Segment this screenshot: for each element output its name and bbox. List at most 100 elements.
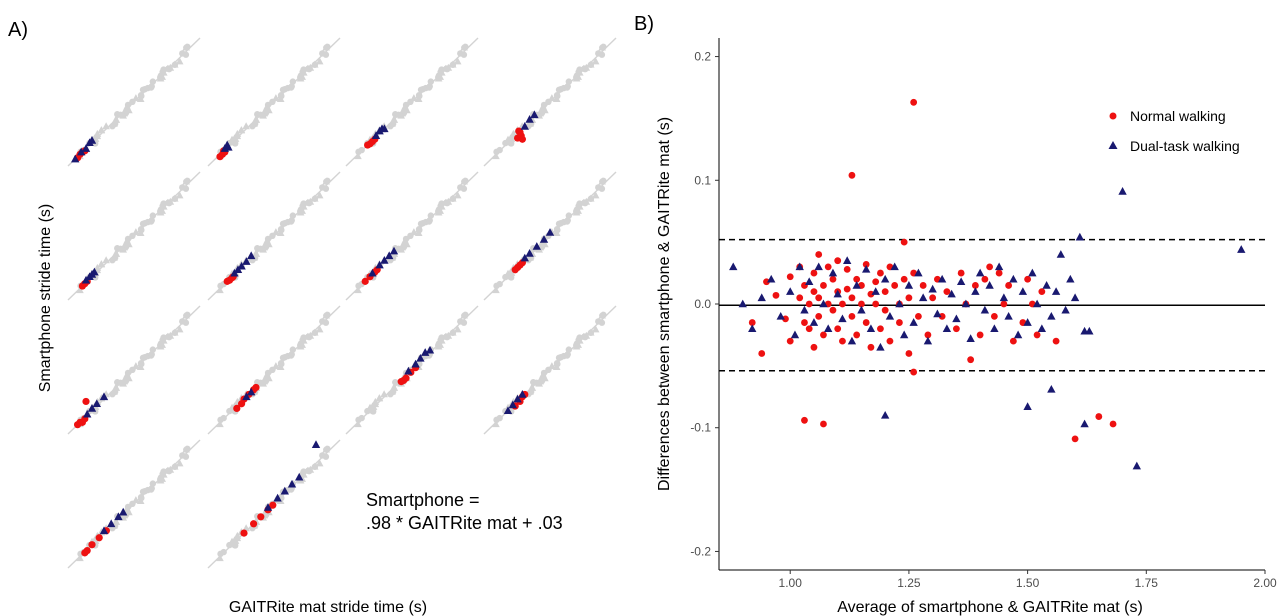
background-point — [279, 220, 287, 227]
background-point — [427, 212, 435, 219]
normal-walking-point — [839, 300, 846, 308]
normal-walking-point — [829, 275, 837, 283]
dual-task-point — [790, 330, 800, 339]
background-point — [358, 146, 365, 154]
background-point — [157, 206, 165, 213]
background-point — [354, 152, 362, 160]
background-point — [461, 178, 468, 185]
dual-task-point — [990, 324, 999, 333]
background-point — [183, 44, 190, 51]
background-point — [179, 184, 186, 191]
normal-walking-point — [763, 278, 770, 286]
normal-walking-point — [853, 331, 861, 339]
background-point — [553, 360, 561, 367]
dual-task-point — [942, 324, 952, 333]
background-point — [319, 184, 326, 191]
background-point — [306, 63, 315, 71]
dual-task-point — [909, 318, 918, 326]
background-point — [149, 78, 157, 85]
background-point — [535, 379, 543, 387]
background-point — [263, 236, 271, 244]
background-point — [157, 340, 165, 347]
normal-walking-point — [924, 331, 932, 339]
panel-b: B) 1.00 1.25 1.50 1.75 2.00 -0.2 -0.1 0.0 0.1 0.2… — [634, 13, 1277, 616]
y-tick-label: 0.1 — [694, 173, 711, 187]
background-point — [119, 245, 127, 253]
normal-walking-point — [786, 337, 794, 345]
background-point — [492, 152, 500, 160]
background-point — [259, 111, 267, 119]
dual-task-point — [421, 348, 430, 356]
background-point — [297, 206, 305, 213]
background-point — [415, 92, 423, 99]
normal-walking-point — [867, 290, 875, 298]
background-point — [123, 241, 130, 249]
dual-task-point — [985, 281, 994, 289]
dual-task-point — [971, 287, 980, 295]
background-point — [259, 379, 267, 387]
dual-task-point — [1047, 311, 1056, 320]
dual-task-point — [866, 324, 876, 333]
background-point — [502, 273, 509, 281]
background-point — [573, 206, 581, 213]
background-point — [136, 362, 145, 370]
background-point — [323, 44, 330, 51]
dual-task-point — [1118, 187, 1127, 195]
background-point — [427, 78, 435, 85]
background-point — [435, 72, 443, 79]
background-point — [226, 407, 233, 415]
normal-walking-point — [269, 501, 277, 509]
background-point — [276, 228, 285, 236]
dual-task-point — [838, 314, 847, 323]
normal-walking-point — [971, 282, 979, 289]
dual-task-point — [885, 311, 895, 320]
normal-walking-point — [981, 275, 989, 283]
dual-task-point — [525, 115, 534, 123]
background-point — [111, 517, 120, 525]
background-point — [137, 494, 145, 501]
background-point — [310, 194, 319, 202]
dual-task-point — [263, 503, 273, 511]
background-point — [289, 212, 297, 219]
dual-task-point — [247, 251, 256, 260]
normal-walking-point — [1009, 337, 1017, 345]
background-point — [76, 286, 84, 294]
background-point — [137, 226, 145, 233]
background-point — [496, 146, 503, 154]
background-point — [277, 226, 285, 233]
background-point — [415, 226, 423, 233]
background-point — [552, 362, 561, 370]
dual-task-point — [890, 262, 899, 271]
background-point — [595, 318, 602, 325]
background-point — [315, 57, 324, 65]
background-point — [166, 465, 175, 473]
background-point — [444, 331, 453, 339]
normal-walking-point — [848, 171, 856, 179]
background-point — [137, 92, 145, 99]
normal-walking-point — [1052, 337, 1060, 345]
background-point — [509, 129, 518, 137]
dual-task-point — [380, 124, 389, 133]
dual-task-point — [952, 314, 961, 323]
normal-walking-point — [834, 325, 842, 333]
background-point — [310, 60, 319, 68]
dual-task-point — [1132, 461, 1141, 470]
background-point — [453, 191, 462, 199]
background-point — [457, 184, 464, 191]
dual-task-point — [114, 512, 123, 521]
background-point — [595, 50, 602, 57]
dual-task-point — [513, 394, 522, 403]
dual-task-point — [980, 305, 990, 314]
participant-panel — [483, 305, 617, 435]
background-point — [288, 351, 295, 358]
dual-task-point — [876, 342, 885, 351]
background-point — [506, 268, 515, 276]
background-point — [410, 228, 418, 236]
background-point — [183, 312, 190, 319]
background-point — [97, 260, 106, 268]
background-point — [263, 375, 270, 383]
background-point — [272, 228, 280, 236]
background-point — [508, 140, 515, 147]
background-point — [448, 60, 457, 68]
normal-walking-point — [967, 356, 975, 364]
